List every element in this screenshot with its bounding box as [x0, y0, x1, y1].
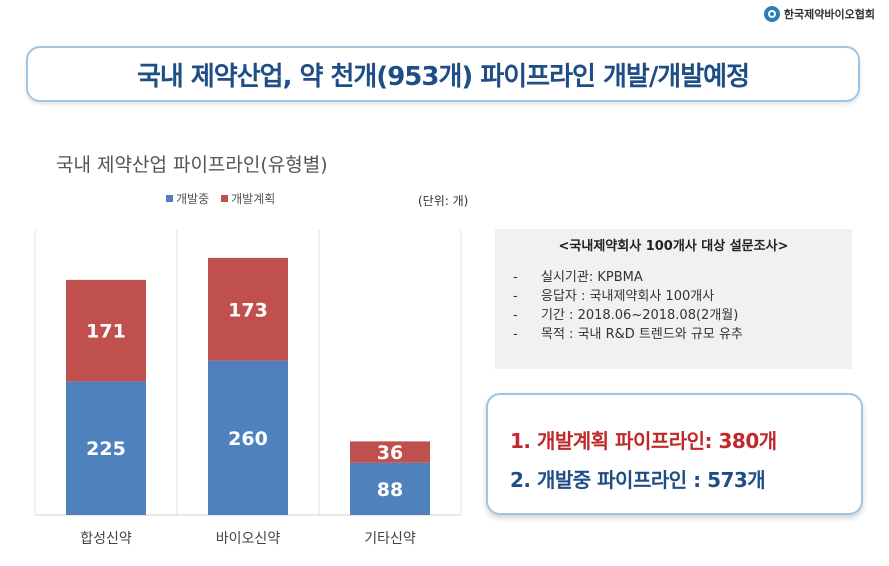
kpbma-logo-icon [763, 6, 780, 22]
category-label: 기타신약 [364, 531, 416, 547]
title-box: 국내 제약산업, 약 천개(953개) 파이프라인 개발/개발예정 [26, 46, 860, 102]
legend-label-planned: 개발계획 [231, 192, 276, 206]
survey-item-respondents: - 응답자 : 국내제약회사 100개사 [513, 289, 715, 304]
legend-item-planned: 개발계획 [221, 190, 275, 207]
bar-developing-0 [66, 381, 146, 515]
page-title: 국내 제약산업, 약 천개(953개) 파이프라인 개발/개발예정 [137, 61, 750, 92]
survey-item-purpose: - 목적 : 국내 R&D 트렌드와 규모 유추 [513, 327, 743, 342]
survey-title: <국내제약회사 100개사 대상 설문조사> [558, 239, 789, 254]
data-label: 225 [86, 438, 126, 460]
data-label: 88 [377, 479, 403, 501]
bar-planned-2 [350, 441, 430, 463]
legend-swatch-planned [221, 195, 229, 202]
category-label: 바이오신약 [216, 531, 281, 547]
legend-item-developing: 개발중 [166, 190, 209, 207]
summary-developing: 2. 개발중 파이프라인 : 573개 [510, 468, 766, 492]
logo: 한국제약바이오협회 [763, 6, 875, 22]
chart-title: 국내 제약산업 파이프라인(유형별) [56, 154, 328, 176]
legend-label-developing: 개발중 [176, 192, 210, 206]
survey-box: <국내제약회사 100개사 대상 설문조사> - 실시기관: KPBMA - 응… [495, 229, 852, 369]
bar-planned-1 [208, 257, 288, 361]
data-label: 173 [228, 299, 268, 321]
legend-swatch-developing [166, 195, 173, 202]
bar-developing-1 [208, 360, 288, 515]
data-label: 260 [228, 428, 268, 450]
survey-item-agency: - 실시기관: KPBMA [513, 270, 643, 285]
chart-legend: 개발중 개발계획 [166, 190, 275, 207]
category-label: 합성신약 [80, 531, 132, 547]
bar-developing-2 [350, 462, 430, 515]
bar-planned-0 [66, 279, 146, 382]
data-label: 36 [377, 442, 403, 464]
survey-item-period: - 기간 : 2018.06~2018.08(2개월) [513, 308, 739, 323]
summary-box: 1. 개발계획 파이프라인: 380개 2. 개발중 파이프라인 : 573개 [486, 393, 863, 515]
logo-text: 한국제약바이오협회 [783, 8, 875, 21]
data-label: 171 [86, 321, 126, 343]
summary-planned: 1. 개발계획 파이프라인: 380개 [510, 429, 777, 453]
unit-label: (단위: 개) [418, 194, 469, 208]
